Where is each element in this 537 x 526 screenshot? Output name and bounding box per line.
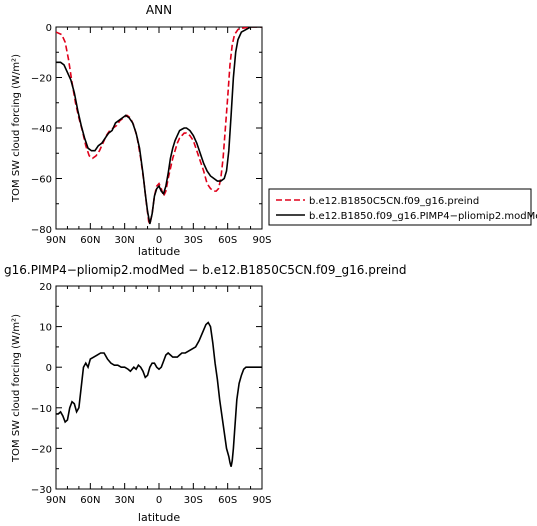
y-tick-label: 0 bbox=[46, 23, 52, 34]
y-tick-label: −20 bbox=[31, 74, 52, 85]
y-tick-label: −60 bbox=[31, 175, 52, 186]
y-tick-label: −80 bbox=[31, 225, 52, 236]
x-tick-label: 30S bbox=[184, 235, 203, 246]
bottom-y-axis-label: TOM SW cloud forcing (W/m²) bbox=[11, 314, 22, 463]
x-tick-label: 30N bbox=[115, 495, 135, 506]
legend-box bbox=[268, 188, 532, 226]
top-ticks bbox=[55, 26, 263, 230]
x-tick-label: 60S bbox=[218, 495, 237, 506]
y-tick-label: 0 bbox=[46, 363, 52, 374]
series-line-preind bbox=[56, 27, 262, 227]
top-panel: ANN 0 −20 −40 −60 −80 90N 60N 30N 0 30S 60S 90S la… bbox=[11, 3, 272, 258]
legend: b.e12.B1850C5CN.f09_g16.preind b.e12.B18… bbox=[268, 188, 537, 226]
top-x-axis-label: latitude bbox=[138, 245, 180, 258]
legend-label-preind: b.e12.B1850C5CN.f09_g16.preind bbox=[309, 196, 479, 207]
bottom-x-tick-labels: 90N 60N 30N 0 30S 60S 90S bbox=[46, 495, 272, 506]
top-y-tick-labels: 0 −20 −40 −60 −80 bbox=[31, 23, 52, 236]
legend-label-pliomip: b.e12.B1850.f09_g16.PIMP4−pliomip2.modMe… bbox=[309, 211, 537, 222]
y-tick-label: −30 bbox=[31, 485, 52, 496]
bottom-panel: g16.PIMP4−pliomip2.modMed − b.e12.B1850C… bbox=[4, 263, 406, 524]
series-line-pliomip bbox=[56, 27, 262, 225]
x-tick-label: 90S bbox=[252, 235, 271, 246]
bottom-x-axis-label: latitude bbox=[138, 511, 180, 524]
y-tick-label: −40 bbox=[31, 124, 52, 135]
x-tick-label: 90S bbox=[252, 495, 271, 506]
top-chart-title: ANN bbox=[146, 3, 172, 17]
y-tick-label: 10 bbox=[39, 323, 52, 334]
bottom-ticks bbox=[55, 285, 263, 490]
y-tick-label: −20 bbox=[31, 444, 52, 455]
x-tick-label: 60N bbox=[80, 495, 100, 506]
x-tick-label: 60S bbox=[218, 235, 237, 246]
bottom-chart-title: g16.PIMP4−pliomip2.modMed − b.e12.B1850C… bbox=[4, 263, 406, 277]
y-tick-label: 20 bbox=[39, 282, 52, 293]
x-tick-label: 0 bbox=[156, 235, 162, 246]
x-tick-label: 90N bbox=[46, 235, 66, 246]
x-tick-label: 90N bbox=[46, 495, 66, 506]
y-tick-label: −10 bbox=[31, 404, 52, 415]
top-y-axis-label: TOM SW cloud forcing (W/m²) bbox=[11, 54, 22, 203]
x-tick-label: 0 bbox=[156, 495, 162, 506]
series-line-difference bbox=[56, 321, 262, 467]
top-x-tick-labels: 90N 60N 30N 0 30S 60S 90S bbox=[46, 235, 272, 246]
bottom-y-tick-labels: 20 10 0 −10 −20 −30 bbox=[31, 282, 52, 496]
x-tick-label: 60N bbox=[80, 235, 100, 246]
bottom-plot-frame bbox=[55, 285, 263, 490]
x-tick-label: 30N bbox=[115, 235, 135, 246]
x-tick-label: 30S bbox=[184, 495, 203, 506]
